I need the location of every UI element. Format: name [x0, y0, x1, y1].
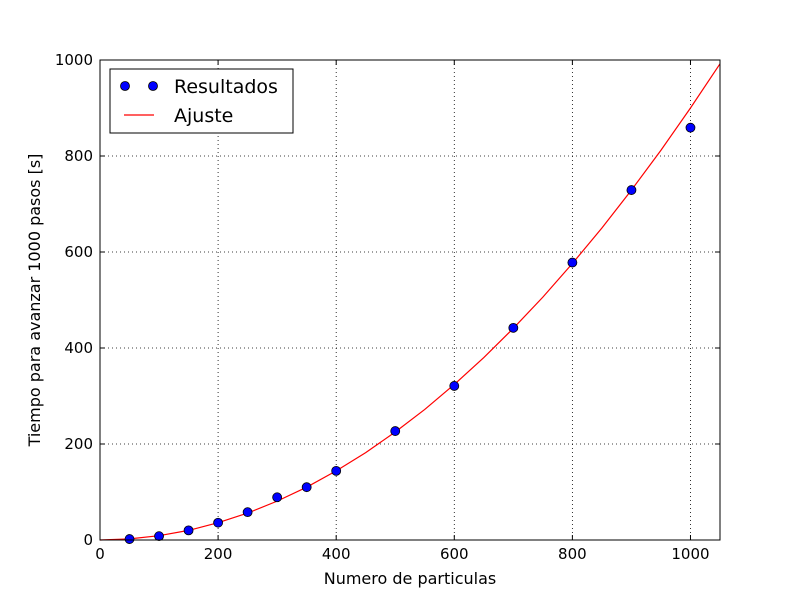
- y-axis-label: Tiempo para avanzar 1000 pasos [s]: [25, 154, 44, 448]
- x-tick-label: 0: [95, 545, 105, 563]
- legend: Resultados Ajuste: [109, 68, 294, 134]
- y-tick-label: 600: [64, 243, 93, 261]
- data-point-resultados: [331, 465, 342, 476]
- plot-background: [100, 60, 720, 540]
- legend-box: [109, 68, 294, 134]
- data-point-resultados: [626, 185, 637, 195]
- legend-label-resultados: Resultados: [174, 76, 278, 98]
- x-tick-label: 800: [558, 545, 587, 563]
- y-tick-label: 200: [64, 435, 93, 453]
- data-point-resultados: [390, 426, 401, 436]
- y-tick-label: 800: [64, 147, 93, 165]
- data-point-resultados: [213, 517, 223, 528]
- data-point-resultados: [124, 534, 135, 544]
- data-point-resultados: [154, 531, 164, 542]
- plot-frame: [99, 59, 721, 541]
- legend-marker-resultados: [120, 81, 130, 91]
- legend-label-ajuste: Ajuste: [174, 105, 233, 127]
- x-tick-label: 200: [204, 545, 233, 563]
- data-point-resultados: [242, 507, 253, 518]
- data-point-resultados: [449, 381, 460, 391]
- series-line-ajuste: [99, 63, 721, 541]
- data-point-resultados: [301, 482, 312, 493]
- plot-area: [100, 60, 720, 540]
- data-point-resultados: [567, 257, 578, 268]
- data-point-resultados: [508, 322, 519, 333]
- x-tick-label: 400: [322, 545, 351, 563]
- data-point-resultados: [183, 525, 194, 536]
- x-tick-label: 1000: [671, 545, 709, 563]
- x-tick-label: 600: [440, 545, 469, 563]
- data-point-resultados: [685, 122, 696, 133]
- y-tick-label: 400: [64, 339, 93, 357]
- series-layer: [99, 63, 721, 544]
- ticks: 0 200 400 600 800 1000 0 200 400 600 800 1000: [55, 51, 720, 563]
- x-axis-label: Numero de particulas: [324, 569, 497, 588]
- legend-marker-resultados: [148, 81, 158, 91]
- data-point-resultados: [272, 492, 283, 503]
- y-tick-label: 1000: [55, 51, 93, 69]
- y-tick-label: 0: [83, 531, 93, 549]
- axes-frame: [99, 59, 721, 541]
